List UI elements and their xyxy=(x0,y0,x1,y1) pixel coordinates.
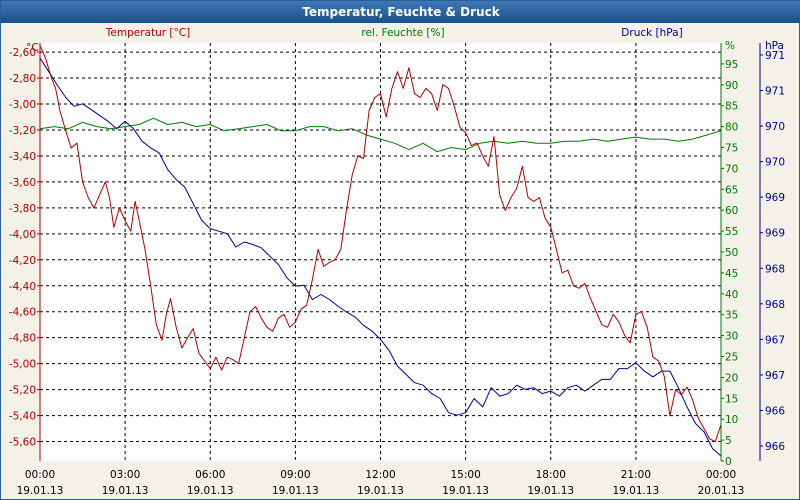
x-tick-date: 19.01.13 xyxy=(17,485,64,497)
pressure-tick-label: 971 xyxy=(765,86,785,98)
humidity-tick-label: 10 xyxy=(725,414,738,426)
pressure-tick-label: 968 xyxy=(765,263,785,275)
temperature-tick-label: -4,80 xyxy=(9,333,36,345)
x-tick-time: 00:00 xyxy=(706,469,736,481)
pressure-tick-label: 971 xyxy=(765,50,785,62)
temperature-tick-label: -3,80 xyxy=(9,203,36,215)
temperature-tick-label: -5,00 xyxy=(9,359,36,371)
temperature-tick-label: -3,20 xyxy=(9,125,36,137)
humidity-tick-label: 30 xyxy=(725,331,738,343)
temperature-series-line xyxy=(39,45,722,442)
humidity-tick-label: 40 xyxy=(725,289,738,301)
humidity-series-line xyxy=(39,117,722,153)
humidity-tick-label: 20 xyxy=(725,372,738,384)
x-tick-time: 21:00 xyxy=(621,469,651,481)
pressure-tick-label: 969 xyxy=(765,228,785,240)
x-tick-time: 00:00 xyxy=(25,469,55,481)
temperature-tick-label: -2,60 xyxy=(9,47,36,59)
tick-labels: 00:00 19.01.13 03:00 19.01.13 06:00 19.01.13 0… xyxy=(9,47,786,497)
temperature-tick-label: -3,60 xyxy=(9,177,36,189)
temperature-tick-label: -5,60 xyxy=(9,437,36,449)
humidity-tick-label: 35 xyxy=(725,310,738,322)
humidity-tick-label: 60 xyxy=(725,205,738,217)
temperature-tick-label: -4,60 xyxy=(9,307,36,319)
x-tick-date: 19.01.13 xyxy=(442,485,489,497)
humidity-tick-label: 15 xyxy=(725,393,738,405)
pressure-series-line xyxy=(39,57,722,457)
temperature-tick-label: -5,40 xyxy=(9,411,36,423)
humidity-tick-label: 65 xyxy=(725,184,738,196)
x-tick-date: 19.01.13 xyxy=(272,485,319,497)
pressure-tick-label: 967 xyxy=(765,370,785,382)
pressure-tick-label: 966 xyxy=(765,405,785,417)
humidity-tick-label: 0 xyxy=(725,456,732,468)
pressure-unit-label: hPa xyxy=(765,40,784,52)
x-tick-time: 12:00 xyxy=(365,469,395,481)
pressure-axis-label: Druck [hPa] xyxy=(621,27,682,39)
temperature-tick-label: -3,00 xyxy=(9,99,36,111)
x-tick-time: 18:00 xyxy=(536,469,566,481)
temperature-tick-label: -4,40 xyxy=(9,281,36,293)
x-tick-date: 19.01.13 xyxy=(357,485,404,497)
x-tick-date: 19.01.13 xyxy=(102,485,149,497)
x-tick-date: 19.01.13 xyxy=(187,485,234,497)
pressure-tick-label: 970 xyxy=(765,157,785,169)
humidity-tick-label: 5 xyxy=(725,435,732,447)
pressure-tick-label: 970 xyxy=(765,121,785,133)
temperature-tick-label: -4,00 xyxy=(9,229,36,241)
pressure-tick-label: 967 xyxy=(765,334,785,346)
pressure-tick-label: 969 xyxy=(765,192,785,204)
x-tick-time: 03:00 xyxy=(110,469,140,481)
temperature-tick-label: -3,40 xyxy=(9,151,36,163)
humidity-tick-label: 95 xyxy=(725,59,738,71)
humidity-tick-label: 75 xyxy=(725,143,738,155)
humidity-tick-label: 70 xyxy=(725,163,738,175)
x-tick-time: 06:00 xyxy=(195,469,225,481)
pressure-tick-label: 968 xyxy=(765,299,785,311)
x-tick-date: 20.01.13 xyxy=(698,485,745,497)
x-tick-time: 15:00 xyxy=(450,469,480,481)
pressure-tick-label: 966 xyxy=(765,441,785,453)
x-tick-date: 19.01.13 xyxy=(612,485,659,497)
temperature-tick-label: -2,80 xyxy=(9,73,36,85)
humidity-tick-label: 45 xyxy=(725,268,738,280)
temperature-tick-label: -4,20 xyxy=(9,255,36,267)
humidity-tick-label: 85 xyxy=(725,101,738,113)
series-lines xyxy=(39,45,722,457)
temperature-axis-label: Temperatur [°C] xyxy=(105,27,190,39)
temperature-tick-label: -5,20 xyxy=(9,385,36,397)
chart-title: Temperatur, Feuchte & Druck xyxy=(1,1,800,23)
humidity-unit-label: % xyxy=(725,40,735,52)
humidity-tick-label: 55 xyxy=(725,226,738,238)
humidity-tick-label: 25 xyxy=(725,352,738,364)
temperature-unit-label: °C xyxy=(26,42,39,54)
humidity-tick-label: 80 xyxy=(725,122,738,134)
humidity-tick-label: 90 xyxy=(725,80,738,92)
x-tick-date: 19.01.13 xyxy=(527,485,574,497)
humidity-axis-label: rel. Feuchte [%] xyxy=(361,27,444,39)
humidity-tick-label: 50 xyxy=(725,247,738,259)
x-tick-time: 09:00 xyxy=(280,469,310,481)
